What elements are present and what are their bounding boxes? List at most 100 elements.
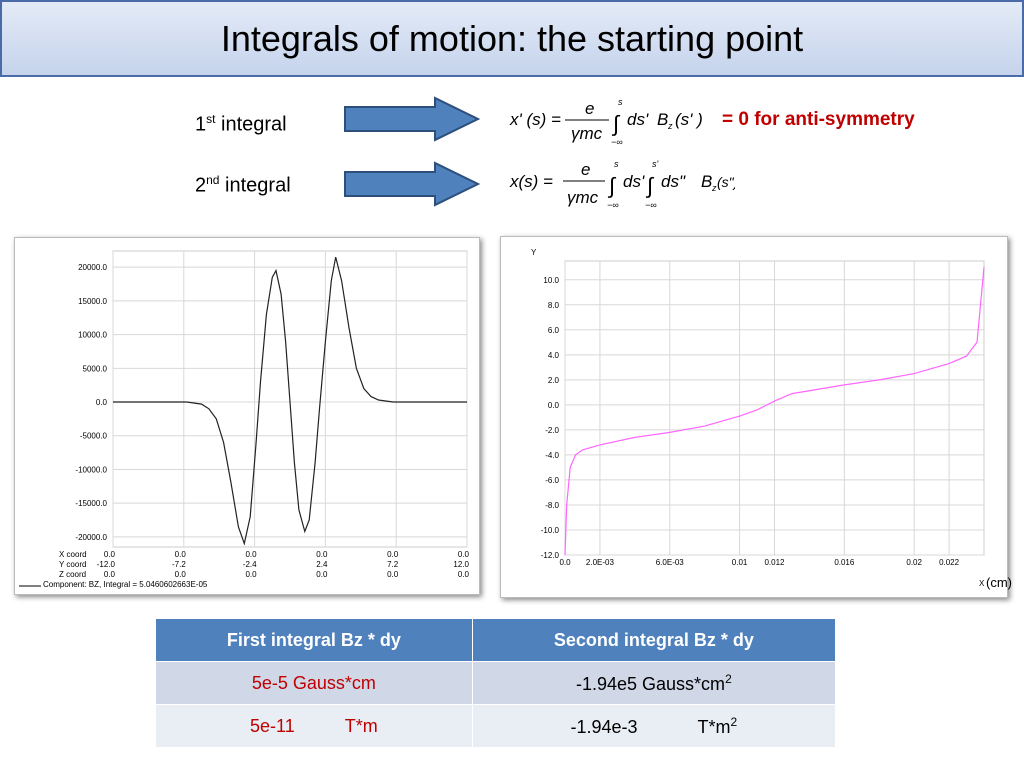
f: B	[657, 110, 668, 129]
f: (s")	[717, 174, 735, 190]
f: ∫	[645, 173, 655, 198]
coord-value: 0.0	[458, 550, 470, 559]
sup: 2	[725, 671, 732, 686]
y-tick-label: -4.0	[545, 451, 559, 460]
coord-value: 7.2	[387, 560, 399, 569]
x-tick-label: 0.02	[906, 558, 922, 567]
coord-value: 0.0	[104, 570, 116, 579]
coord-value: 12.0	[453, 560, 469, 569]
x-tick-label: 0.016	[834, 558, 855, 567]
chart: 10.0 8.0 6.0 4.0 2.0 0.0 -2.0 -4.0 -6.0 -8.0 -10.0…	[500, 236, 1008, 598]
t: -1.94e-3	[570, 716, 638, 737]
y-tick-label: 10.0	[543, 276, 559, 285]
curve	[113, 256, 467, 546]
t: -1.94e5 Gauss*cm	[575, 673, 726, 694]
f: −∞	[607, 200, 619, 210]
arrow	[344, 161, 481, 207]
f: B	[701, 172, 712, 191]
f: −∞	[611, 137, 623, 147]
t: 5e-11	[250, 715, 295, 736]
f: s'	[652, 159, 659, 169]
coord-value: -7.2	[172, 560, 186, 569]
sup: st	[206, 112, 216, 126]
y-tick-label: 5000.0	[83, 364, 108, 373]
y-tick-label: -10000.0	[75, 465, 107, 474]
title-bar: Integrals of motion: the starting point	[0, 0, 1024, 77]
y-tick-label: 8.0	[548, 301, 560, 310]
y-tick-label: -12.0	[541, 551, 560, 560]
t: integral	[215, 113, 287, 136]
f: −∞	[645, 200, 657, 210]
arrow	[344, 96, 481, 142]
table: First integral Bz * dy Second integral Bz…	[155, 618, 837, 748]
cell: 5e-5 Gauss*cm	[155, 661, 473, 705]
y-tick-label: -10.0	[541, 526, 560, 535]
coord-value: 0.0	[245, 570, 257, 579]
coord-label: Z coord	[59, 570, 86, 579]
f: x' (s) =	[509, 110, 561, 129]
y-tick-label: 0.0	[548, 401, 560, 410]
f: ds'	[623, 172, 645, 191]
f: z	[667, 121, 673, 131]
y-tick-label: 0.0	[96, 398, 108, 407]
coord-value: 0.0	[175, 570, 187, 579]
chart: 20000.0 15000.0 10000.0 5000.0 0.0 -5000.0 -10…	[14, 237, 480, 595]
th: Second integral Bz * dy	[471, 618, 837, 662]
arrows	[344, 96, 481, 207]
y-tick-label: -20000.0	[75, 533, 107, 542]
x-axis-label: X	[979, 579, 985, 588]
f: ds"	[661, 172, 686, 191]
y-tick-label: 4.0	[548, 351, 560, 360]
y-tick-label: -5000.0	[80, 432, 108, 441]
coord-value: -12.0	[97, 560, 116, 569]
coord-value: 0.0	[458, 570, 470, 579]
f: γmc	[567, 188, 599, 207]
sup: 2	[730, 714, 738, 729]
y-tick-label: 6.0	[548, 326, 560, 335]
t: T*m	[697, 716, 731, 737]
cell: -1.94e-3 T*m2	[471, 704, 837, 748]
x-tick-label: 0.022	[939, 558, 960, 567]
label: 1st integral	[195, 112, 287, 137]
y-tick-label: 2.0	[548, 376, 560, 385]
f: e	[585, 99, 594, 118]
coord-value: 0.0	[387, 570, 399, 579]
coord-value: 0.0	[104, 550, 116, 559]
f: γmc	[571, 124, 603, 143]
y-tick-label: -6.0	[545, 476, 559, 485]
coord-value: 0.0	[245, 550, 257, 559]
f: ∫	[607, 173, 617, 198]
y-tick-label: 15000.0	[78, 297, 107, 306]
f: z	[711, 183, 717, 193]
f: (s' )	[675, 110, 703, 129]
n: 2	[195, 174, 207, 197]
curve	[564, 267, 985, 556]
y-axis-label: Y	[531, 248, 537, 257]
x-tick-label: 0.01	[732, 558, 748, 567]
coord-value: 0.0	[387, 550, 399, 559]
coord-value: 2.4	[316, 560, 328, 569]
y-tick-label: -8.0	[545, 501, 559, 510]
f: ds'	[627, 110, 649, 129]
y-tick-label: -15000.0	[75, 499, 107, 508]
f: x(s) =	[509, 172, 553, 191]
note: = 0 for anti-symmetry	[722, 109, 915, 130]
f: s	[618, 97, 623, 107]
x-tick-label: 2.0E-03	[586, 558, 615, 567]
coord-value: 0.0	[316, 570, 328, 579]
th: First integral Bz * dy	[155, 618, 473, 662]
y-tick-label: -2.0	[545, 426, 559, 435]
x-tick-label: 0.012	[764, 558, 785, 567]
f: s	[614, 159, 619, 169]
formulas: x' (s) = e γmc ∫ s −∞ ds' B z (s' ) x(s)…	[509, 97, 735, 210]
coord-label: Y coord	[59, 560, 86, 569]
coord-value: -2.4	[243, 560, 257, 569]
x-tick-label: 6.0E-03	[656, 558, 685, 567]
y-tick-label: 10000.0	[78, 331, 107, 340]
t: integral	[219, 174, 291, 197]
f: e	[581, 160, 590, 179]
x-unit: (cm)	[986, 575, 1012, 590]
f: ∫	[611, 111, 621, 136]
caption: Component: BZ, Integral = 5.0460602663E-…	[43, 580, 208, 589]
n: 1	[195, 113, 207, 136]
